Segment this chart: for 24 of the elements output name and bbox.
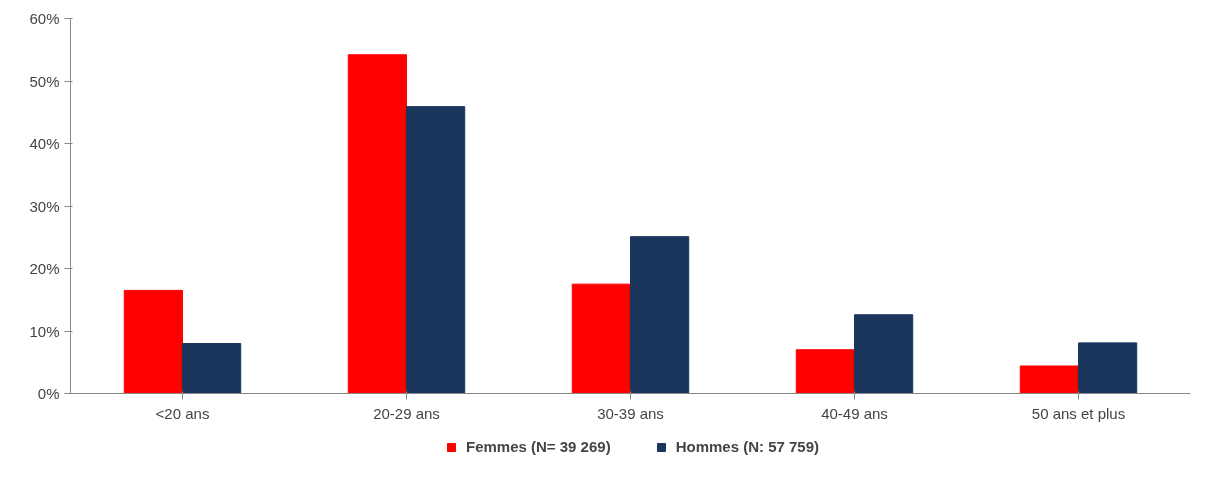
y-tick-label: 50% <box>29 72 60 90</box>
bar <box>1019 365 1079 394</box>
legend-label: Femmes (N= 39 269) <box>465 438 611 455</box>
y-tick-label: 40% <box>29 135 60 152</box>
bar <box>347 54 407 394</box>
bar <box>406 106 466 394</box>
x-tick-label: 20-29 ans <box>373 404 440 422</box>
bar <box>1078 342 1138 394</box>
bar <box>571 283 631 394</box>
bar <box>123 289 183 394</box>
x-tick-label: 50 ans et plus <box>1031 404 1126 422</box>
x-tick-label: 30-39 ans <box>597 404 664 422</box>
legend-label: Hommes (N: 57 759) <box>675 438 820 455</box>
x-tick-label: 40-49 ans <box>821 404 888 422</box>
bar <box>854 314 914 394</box>
y-tick-label: 30% <box>29 197 60 215</box>
bar <box>182 343 242 394</box>
x-tick-label: <20 ans <box>155 404 210 422</box>
bar <box>630 236 690 394</box>
y-tick-label: 0% <box>37 385 60 402</box>
y-tick-label: 60% <box>29 10 60 27</box>
bar <box>795 349 855 394</box>
y-tick-label: 20% <box>29 260 60 277</box>
y-tick-label: 10% <box>29 322 60 340</box>
